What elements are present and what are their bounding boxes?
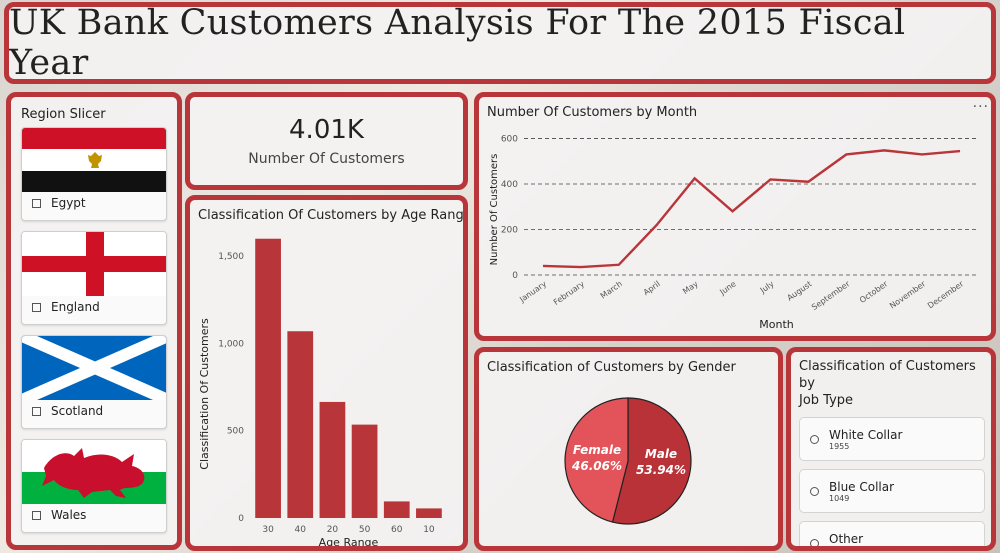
pie-slice-male <box>611 397 692 525</box>
kpi-card[interactable]: 4.01K Number Of Customers <box>185 92 468 190</box>
job-item-count: 1955 <box>829 441 850 451</box>
page-title: UK Bank Customers Analysis For The 2015 … <box>9 3 906 83</box>
slicer-item-label: Scotland <box>51 404 104 418</box>
x-tick-label: 40 <box>295 525 307 535</box>
x-tick-label: 50 <box>359 525 371 535</box>
y-tick-label: 1,500 <box>218 252 244 262</box>
x-tick-label: October <box>858 279 890 305</box>
month-chart[interactable]: Number Of Customers by Month ... 0 200 400… <box>474 92 996 341</box>
job-item-blue-collar[interactable]: Blue Collar 1049 <box>799 469 985 513</box>
x-axis-label: Month <box>759 318 794 331</box>
chart-title: Number Of Customers by Month <box>487 105 698 120</box>
job-title: Classification of Customers by Job Type <box>799 358 983 409</box>
wales-flag-icon <box>22 440 166 504</box>
more-options-icon[interactable]: ... <box>972 95 989 111</box>
x-tick-label: January <box>517 279 548 304</box>
x-tick-label: April <box>642 279 662 297</box>
x-tick-label: August <box>785 279 813 302</box>
radio-icon[interactable] <box>810 434 819 444</box>
job-item-name: Other <box>829 531 864 546</box>
y-tick-label: 600 <box>501 135 518 145</box>
series-line <box>542 149 961 269</box>
chart-title: Classification of Customers by Gender <box>487 360 736 375</box>
checkbox-icon[interactable] <box>32 510 41 520</box>
y-tick-label: 0 <box>512 271 518 281</box>
age-range-bar-chart: 0 500 1,000 1,500 30 40 20 50 60 10 Age Range Class… <box>198 238 442 546</box>
gender-pie-chart: Female 46.06% Male 53.94% <box>564 397 692 525</box>
job-item-white-collar[interactable]: White Collar 1955 <box>799 417 985 461</box>
slicer-item-scotland[interactable]: Scotland <box>21 335 167 429</box>
x-tick-label: May <box>681 279 700 296</box>
job-item-name: Blue Collar <box>829 479 895 494</box>
x-tick-label: December <box>926 279 966 311</box>
slicer-item-label: Wales <box>51 508 87 522</box>
y-tick-label: 500 <box>227 427 244 437</box>
checkbox-icon[interactable] <box>32 198 41 208</box>
pie-slice-female <box>564 397 629 523</box>
checkbox-icon[interactable] <box>32 302 41 312</box>
y-tick-label: 200 <box>501 226 518 236</box>
slicer-item-england[interactable]: England <box>21 231 167 325</box>
slicer-item-label: England <box>51 300 100 314</box>
slicer-item-egypt[interactable]: Egypt <box>21 127 167 221</box>
x-tick-label: September <box>810 279 852 312</box>
bar <box>255 238 281 518</box>
x-tick-label: 30 <box>262 525 274 535</box>
y-tick-label: 400 <box>501 180 518 190</box>
slicer-item-label: Egypt <box>51 196 86 210</box>
x-tick-label: July <box>758 279 776 295</box>
pie-label-female-value: 46.06% <box>571 459 622 473</box>
slicer-item-wales[interactable]: Wales <box>21 439 167 533</box>
job-title-line1: Classification of Customers by <box>799 359 976 391</box>
y-tick-label: 0 <box>238 514 244 524</box>
y-axis-label: Number Of Customers <box>489 154 500 266</box>
x-axis-label: Age Range <box>319 536 379 546</box>
x-tick-label: 60 <box>391 525 403 535</box>
y-axis-label: Classification Of Customers <box>198 318 211 470</box>
slicer-title: Region Slicer <box>21 107 106 122</box>
x-tick-label: 20 <box>327 525 339 535</box>
age-range-chart[interactable]: Classification Of Customers by Age Range… <box>185 195 468 551</box>
region-slicer: Region Slicer Egypt England <box>6 92 182 550</box>
kpi-label: Number Of Customers <box>248 151 405 167</box>
job-title-line2: Job Type <box>799 393 854 408</box>
bar <box>351 424 378 518</box>
pie-label-female-name: Female <box>573 443 621 457</box>
gender-chart[interactable]: Classification of Customers by Gender Fe… <box>474 347 783 551</box>
bar <box>416 508 442 518</box>
job-type-slicer: Classification of Customers by Job Type … <box>786 347 996 551</box>
pie-label-male-name: Male <box>645 447 677 461</box>
x-tick-label: 10 <box>423 525 435 535</box>
x-tick-label: March <box>599 279 624 300</box>
bar <box>319 401 346 518</box>
england-flag-icon <box>22 232 166 296</box>
x-tick-label: February <box>552 279 586 307</box>
egypt-flag-icon <box>22 128 166 192</box>
job-item-name: White Collar <box>829 427 903 442</box>
checkbox-icon[interactable] <box>32 406 41 416</box>
radio-icon[interactable] <box>810 538 819 546</box>
month-line-chart: 0 200 400 600 January February March April May Ju… <box>489 135 979 331</box>
bar <box>287 331 314 518</box>
job-item-count: 1049 <box>829 493 850 503</box>
pie-label-male-value: 53.94% <box>636 463 686 477</box>
chart-title: Classification Of Customers by Age Range <box>198 208 468 223</box>
title-banner: UK Bank Customers Analysis For The 2015 … <box>4 2 996 84</box>
job-item-count: 1010 <box>829 545 850 551</box>
bar <box>383 501 410 518</box>
scotland-flag-icon <box>22 336 166 400</box>
x-tick-label: November <box>888 279 928 311</box>
radio-icon[interactable] <box>810 486 819 496</box>
y-tick-label: 1,000 <box>218 339 244 349</box>
x-tick-label: June <box>717 279 737 297</box>
job-item-other[interactable]: Other 1010 <box>799 521 985 551</box>
kpi-value: 4.01K <box>289 115 364 145</box>
